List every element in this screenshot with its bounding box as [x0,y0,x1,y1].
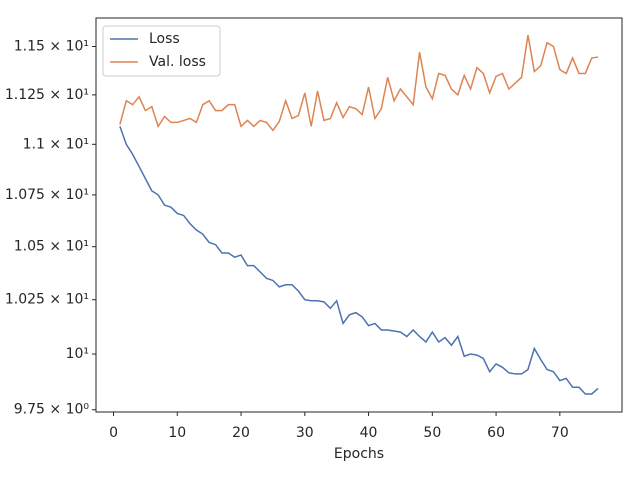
legend-label: Val. loss [149,54,206,70]
x-tick-label: 0 [109,425,118,441]
plot-frame [95,17,623,413]
x-tick-label: 40 [360,425,378,441]
x-tick-label: 70 [551,425,569,441]
y-tick-label: 1.15 × 10¹ [14,39,89,55]
x-tick-label: 10 [168,425,186,441]
y-tick-label: 1.1 × 10¹ [23,136,89,152]
y-tick-label: 1.125 × 10¹ [5,87,89,103]
x-tick-label: 50 [423,425,441,441]
x-tick-label: 30 [296,425,314,441]
y-tick-label: 10¹ [66,346,89,362]
legend-label: Loss [149,31,180,47]
y-tick-label: 1.05 × 10¹ [14,239,89,255]
y-tick-label: 1.025 × 10¹ [5,292,89,308]
y-tick-label: 9.75 × 10⁰ [14,402,90,418]
x-tick-label: 60 [487,425,505,441]
line-series [119,126,599,395]
x-tick-label: 20 [232,425,250,441]
y-tick-label: 1.075 × 10¹ [5,187,89,203]
line-series [119,34,599,132]
x-axis-label: Epochs [334,446,384,462]
